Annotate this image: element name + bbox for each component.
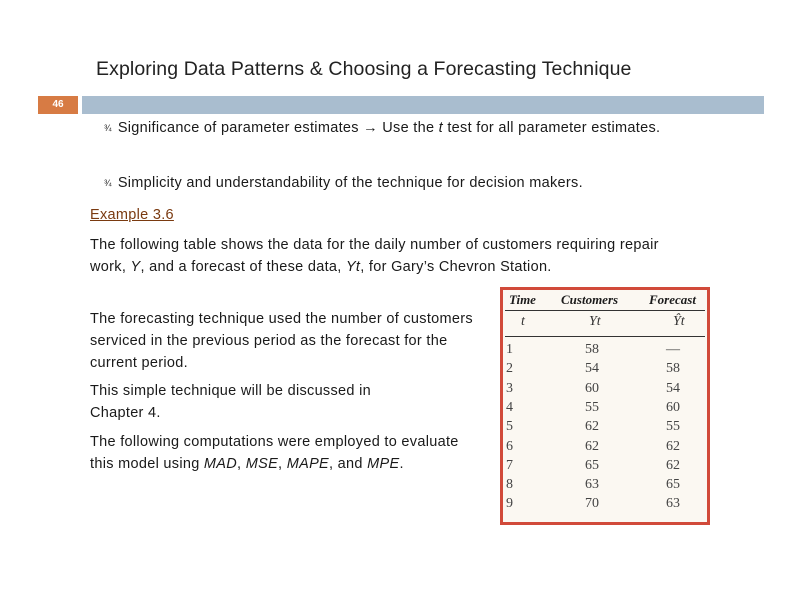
table-cell: 62 <box>666 457 680 473</box>
table-cell: 62 <box>585 438 599 454</box>
table-cell: — <box>666 342 680 357</box>
table-cell: 9 <box>506 496 513 512</box>
header-rule-top <box>505 310 705 311</box>
paragraph-computations: The following computations were employed… <box>90 431 475 475</box>
bullet-text-b: test for all parameter estimates. <box>443 120 661 136</box>
para4-mpe: MPE <box>367 456 400 472</box>
bullet-mark: ¾ <box>104 178 112 188</box>
para1-a: The following table shows the data for t… <box>90 237 659 275</box>
header-customers: Customers <box>561 292 619 307</box>
para4-g: , and <box>329 456 368 472</box>
para4-mse: MSE <box>245 456 279 472</box>
table-cell: 4 <box>506 399 513 415</box>
data-table: Time Customers Forecast t Yt Ŷt 1 58—2 54 5… <box>500 287 710 525</box>
bullet-text-a: Significance of parameter estimates → Us… <box>117 120 439 136</box>
table-cell: 58 <box>666 361 680 377</box>
table-cell: 54 <box>585 361 599 377</box>
bullet-text-t: t <box>438 120 444 136</box>
table-cell: 65 <box>666 477 680 493</box>
table-cell: 5 <box>506 419 513 435</box>
table-cell: 55 <box>666 419 680 435</box>
example-link[interactable]: Example 3.6 <box>90 207 174 223</box>
symbol-yhat: Ŷt <box>673 314 685 329</box>
table-cell: 7 <box>506 457 513 473</box>
title-divider-bar <box>82 96 764 114</box>
table-cell: 65 <box>585 457 599 473</box>
paragraph-table-intro: The following table shows the data for t… <box>90 234 665 278</box>
paragraph-chapter: This simple technique will be discussed … <box>90 383 371 421</box>
header-forecast: Forecast <box>649 292 696 307</box>
header-time: Time <box>509 292 536 307</box>
slide-number-bar <box>38 96 78 114</box>
para1-d: Yt <box>345 259 361 275</box>
table-cell: 8 <box>506 477 513 493</box>
table-cell: 2 <box>506 361 513 377</box>
paragraph-technique: The forecasting technique used the numbe… <box>90 311 473 371</box>
bullet-mark: ¾ <box>104 123 112 133</box>
table-cell: 62 <box>666 438 680 454</box>
symbol-t: t <box>521 314 525 329</box>
para4-mape: MAPE <box>286 456 330 472</box>
para4-e: , <box>278 456 287 472</box>
bullet-simplicity: ¾ Simplicity and understandability of the… <box>104 173 714 194</box>
slide-title: Exploring Data Patterns & Choosing a For… <box>96 58 632 80</box>
table-cell: 1 <box>506 342 513 357</box>
header-rule-bottom <box>505 336 705 337</box>
table-cell: 6 <box>506 438 513 454</box>
table-cell: 3 <box>506 380 513 396</box>
table-cell: 55 <box>585 399 599 415</box>
table-cell: 60 <box>585 380 599 396</box>
slide-number: 46 <box>52 99 64 110</box>
table-cell: 62 <box>585 419 599 435</box>
para4-i: . <box>399 456 404 472</box>
table-cell: 63 <box>585 477 599 493</box>
para4-c: , <box>237 456 246 472</box>
bullet-text: Simplicity and understandability of the … <box>117 175 583 191</box>
table-cell: 58 <box>585 342 599 357</box>
para1-b: Y <box>130 259 141 275</box>
table-cell: 60 <box>666 399 680 415</box>
table-cell: 54 <box>666 380 680 396</box>
para4-mad: MAD <box>203 456 238 472</box>
symbol-yt: Yt <box>589 314 601 329</box>
bullet-significance: ¾ Significance of parameter estimates → U… <box>104 118 714 139</box>
para4-a: The following computations were employed… <box>90 434 459 472</box>
table-cell: 70 <box>585 496 599 512</box>
para1-c: , and a forecast of these data, <box>140 259 346 275</box>
table-cell: 63 <box>666 496 680 512</box>
para1-e: , for Gary’s Chevron Station. <box>360 259 552 275</box>
